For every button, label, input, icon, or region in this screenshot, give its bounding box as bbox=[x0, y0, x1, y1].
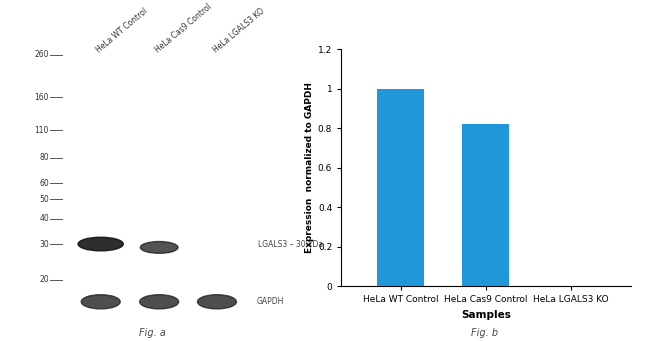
Text: Fig. b: Fig. b bbox=[471, 328, 498, 338]
Ellipse shape bbox=[78, 237, 124, 251]
Text: HeLa WT Control: HeLa WT Control bbox=[95, 6, 150, 55]
Text: HeLa LGALS3 KO: HeLa LGALS3 KO bbox=[211, 6, 266, 55]
Text: HeLa Cas9 Control: HeLa Cas9 Control bbox=[153, 2, 213, 55]
Text: 30: 30 bbox=[39, 239, 49, 249]
Text: 20: 20 bbox=[40, 275, 49, 284]
X-axis label: Samples: Samples bbox=[461, 310, 511, 320]
Ellipse shape bbox=[140, 295, 179, 309]
Text: 60: 60 bbox=[39, 179, 49, 188]
Text: 160: 160 bbox=[34, 93, 49, 102]
Text: Fig. a: Fig. a bbox=[139, 328, 166, 338]
Text: 40: 40 bbox=[39, 214, 49, 223]
Ellipse shape bbox=[81, 295, 120, 309]
Bar bbox=[378, 89, 424, 286]
Text: 50: 50 bbox=[39, 195, 49, 204]
Ellipse shape bbox=[198, 295, 237, 309]
Text: GAPDH: GAPDH bbox=[257, 297, 284, 306]
Text: 80: 80 bbox=[40, 153, 49, 162]
Ellipse shape bbox=[140, 241, 178, 253]
Text: LGALS3 – 30 kDa: LGALS3 – 30 kDa bbox=[257, 239, 323, 249]
Text: 110: 110 bbox=[34, 125, 49, 135]
Y-axis label: Expression  normalized to GAPDH: Expression normalized to GAPDH bbox=[305, 83, 314, 253]
Text: 260: 260 bbox=[34, 50, 49, 59]
Bar bbox=[463, 124, 509, 286]
